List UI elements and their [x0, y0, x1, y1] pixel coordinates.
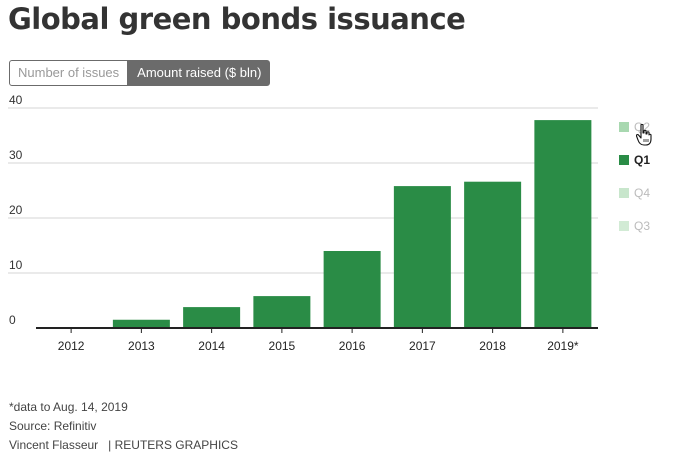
credits: Vincent Flasseur | REUTERS GRAPHICS — [9, 436, 238, 455]
y-axis-labels: 0 10 20 30 40 — [9, 93, 23, 327]
bar[interactable] — [534, 120, 592, 328]
bar[interactable] — [253, 296, 311, 328]
chart-title: Global green bonds issuance — [8, 2, 466, 36]
y-tick-label: 0 — [9, 313, 16, 327]
y-tick-label: 20 — [9, 203, 23, 217]
x-tick-label: 2013 — [128, 339, 155, 353]
legend-item-q3[interactable]: Q3 — [619, 219, 650, 233]
bar[interactable] — [393, 186, 451, 328]
metric-toggle: Number of issues Amount raised ($ bln) — [9, 60, 271, 86]
bar[interactable] — [183, 307, 241, 328]
legend-label-q1: Q1 — [634, 153, 651, 167]
y-tick-label: 30 — [9, 148, 23, 162]
brand-credit: | REUTERS GRAPHICS — [108, 438, 238, 452]
legend-swatch-q3 — [619, 221, 629, 231]
footnote: *data to Aug. 14, 2019 — [9, 400, 128, 414]
footer: *data to Aug. 14, 2019 Source: Refinitiv… — [9, 398, 238, 455]
legend-label-q3: Q3 — [634, 219, 651, 233]
x-tick-label: 2014 — [198, 339, 225, 353]
x-tick-label: 2017 — [409, 339, 436, 353]
bar[interactable] — [464, 181, 522, 328]
toggle-amount-raised[interactable]: Amount raised ($ bln) — [128, 60, 271, 86]
legend-item-q4[interactable]: Q4 — [619, 186, 650, 200]
legend-label-q4: Q4 — [634, 186, 651, 200]
bar[interactable] — [323, 251, 381, 328]
legend-swatch-q1 — [619, 155, 629, 165]
x-tick-label: 2016 — [339, 339, 366, 353]
y-tick-label: 10 — [9, 258, 23, 272]
x-tick-label: 2019* — [547, 339, 579, 353]
bars — [112, 120, 592, 328]
legend-swatch-q2 — [619, 122, 629, 132]
toggle-number-of-issues[interactable]: Number of issues — [9, 60, 129, 86]
source-note: Source: Refinitiv — [9, 419, 97, 433]
hand-pointer-icon — [636, 124, 652, 146]
x-tick-label: 2018 — [479, 339, 506, 353]
x-tick-label: 2015 — [269, 339, 296, 353]
author-credit: Vincent Flasseur — [9, 438, 99, 452]
legend-swatch-q4 — [619, 188, 629, 198]
bar[interactable] — [112, 319, 170, 328]
y-tick-label: 40 — [9, 93, 23, 107]
legend-item-q1[interactable]: Q1 — [619, 153, 650, 167]
x-axis: 2012 2013 2014 2015 2016 2017 2018 2019* — [36, 327, 598, 353]
x-tick-label: 2012 — [58, 339, 85, 353]
